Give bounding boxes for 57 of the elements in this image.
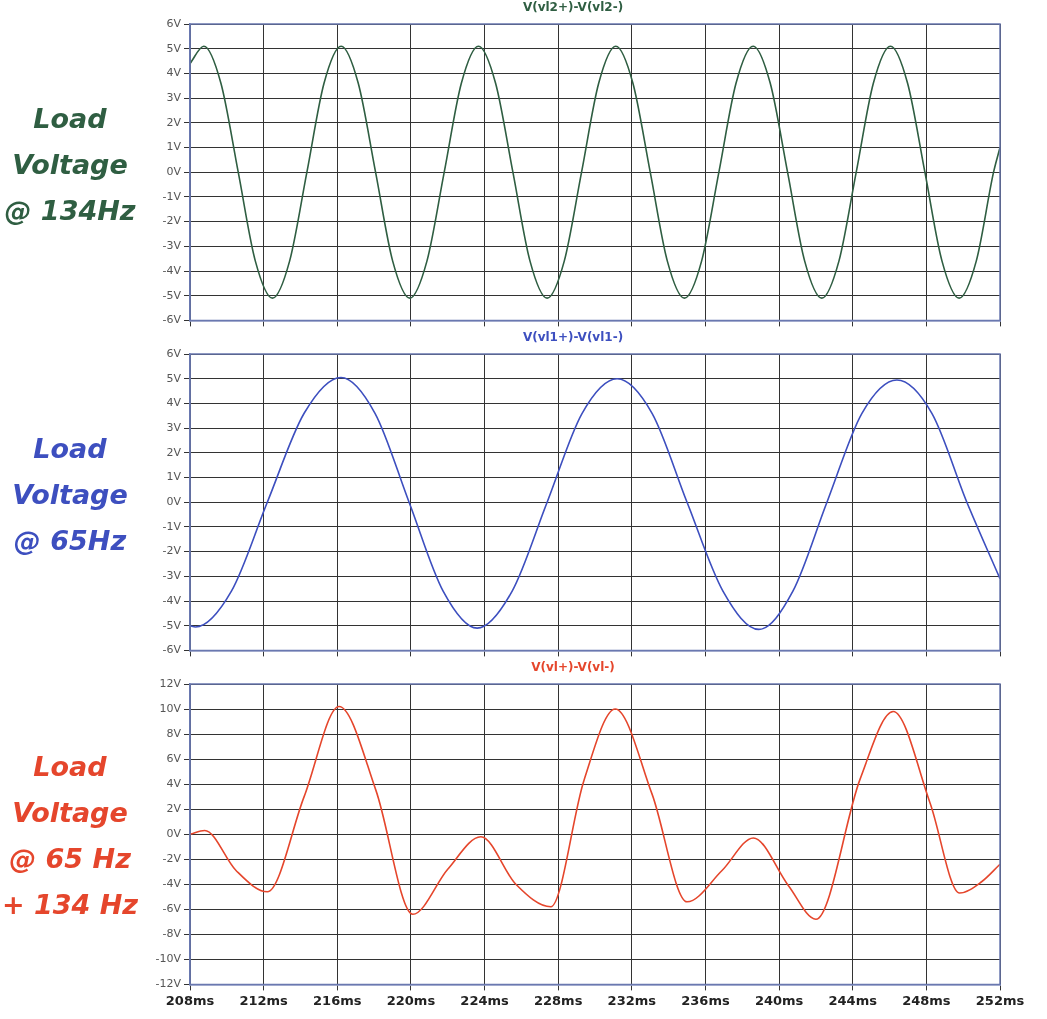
y-tick-label: -2V	[162, 214, 182, 228]
y-tick-label: 6V	[166, 346, 182, 360]
y-tick-label: -8V	[162, 927, 182, 941]
y-tick-label: -5V	[162, 288, 182, 302]
y-tick-label: 0V	[166, 495, 182, 509]
y-tick-label: -6V	[162, 313, 182, 327]
x-tick-label: 224ms	[460, 992, 510, 1008]
y-axis-title: Load Voltage @ 65Hz	[11, 432, 129, 558]
y-tick-label: 4V	[166, 66, 182, 80]
y-tick-label: 3V	[166, 420, 182, 434]
y-tick-label: -3V	[162, 239, 182, 253]
y-tick-label: -1V	[162, 189, 182, 203]
y-axis-title: Load Voltage @ 134Hz	[3, 102, 137, 228]
x-tick-label: 236ms	[681, 992, 730, 1008]
y-tick-label: 2V	[166, 802, 182, 816]
y-tick-label: 2V	[166, 445, 182, 459]
text: V(vl2+)-V(vl2-)	[522, 0, 624, 15]
y-tick-label: -6V	[162, 902, 182, 916]
y-tick-label: 10V	[159, 701, 182, 715]
y-tick-label: 6V	[166, 751, 182, 765]
y-tick-label: -5V	[162, 618, 182, 632]
y-tick-label: 4V	[166, 776, 182, 790]
y-tick-label: -3V	[162, 569, 182, 583]
y-tick-label: 2V	[166, 115, 182, 129]
x-tick-label: 240ms	[754, 992, 804, 1008]
y-tick-label: -12V	[155, 977, 182, 991]
y-tick-label: 3V	[166, 90, 182, 104]
y-tick-label: 0V	[166, 827, 182, 841]
y-tick-label: 0V	[166, 165, 182, 179]
x-tick-label: 252ms	[975, 992, 1025, 1008]
y-tick-label: -4V	[162, 877, 182, 891]
y-tick-label: -4V	[162, 263, 182, 277]
x-tick-label: 216ms	[313, 992, 362, 1008]
y-tick-label: -1V	[162, 519, 182, 533]
y-tick-label: -10V	[155, 952, 182, 966]
y-tick-label: 5V	[166, 371, 182, 385]
y-tick-label: 1V	[166, 470, 182, 484]
x-tick-label: 228ms	[533, 992, 583, 1008]
text: V(vl+)-V(vl-)	[531, 660, 615, 675]
y-tick-label: 1V	[166, 140, 182, 154]
x-tick-label: 208ms	[165, 992, 215, 1008]
y-tick-label: -2V	[162, 544, 182, 558]
y-tick-label: -2V	[162, 852, 182, 866]
y-tick-label: 8V	[166, 726, 182, 740]
x-tick-label: 212ms	[239, 992, 289, 1008]
y-tick-label: -6V	[162, 643, 182, 657]
y-tick-label: 12V	[159, 676, 182, 690]
x-tick-label: 232ms	[607, 992, 657, 1008]
y-tick-label: 5V	[166, 41, 182, 55]
x-tick-label: 220ms	[386, 992, 436, 1008]
x-tick-label: 248ms	[902, 992, 951, 1008]
x-tick-label: 244ms	[828, 992, 878, 1008]
y-tick-label: 6V	[166, 16, 182, 30]
text: V(vl1+)-V(vl1-)	[522, 330, 624, 345]
y-tick-label: 4V	[166, 396, 182, 410]
y-axis-title: Load Voltage @ 65 Hz + 134 Hz	[0, 750, 140, 922]
y-tick-label: -4V	[162, 593, 182, 607]
